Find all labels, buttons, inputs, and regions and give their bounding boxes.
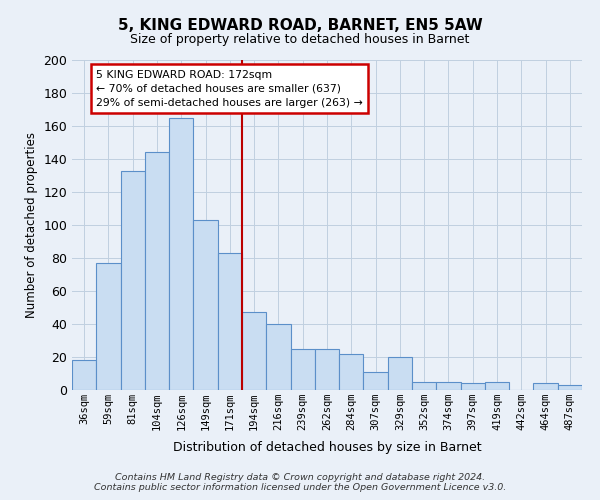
Bar: [412, 382, 436, 390]
Text: 5, KING EDWARD ROAD, BARNET, EN5 5AW: 5, KING EDWARD ROAD, BARNET, EN5 5AW: [118, 18, 482, 32]
Bar: [218, 253, 242, 390]
Bar: [145, 152, 169, 390]
Text: 5 KING EDWARD ROAD: 172sqm
← 70% of detached houses are smaller (637)
29% of sem: 5 KING EDWARD ROAD: 172sqm ← 70% of deta…: [96, 70, 363, 108]
Bar: [461, 384, 485, 390]
Bar: [315, 349, 339, 390]
Bar: [72, 360, 96, 390]
Bar: [388, 357, 412, 390]
Bar: [364, 372, 388, 390]
Bar: [96, 263, 121, 390]
Bar: [242, 312, 266, 390]
Y-axis label: Number of detached properties: Number of detached properties: [25, 132, 38, 318]
Bar: [169, 118, 193, 390]
Bar: [121, 170, 145, 390]
Text: Contains HM Land Registry data © Crown copyright and database right 2024.
Contai: Contains HM Land Registry data © Crown c…: [94, 473, 506, 492]
Bar: [339, 354, 364, 390]
Bar: [533, 384, 558, 390]
Text: Size of property relative to detached houses in Barnet: Size of property relative to detached ho…: [130, 32, 470, 46]
Bar: [266, 324, 290, 390]
Bar: [485, 382, 509, 390]
Bar: [436, 382, 461, 390]
Bar: [193, 220, 218, 390]
X-axis label: Distribution of detached houses by size in Barnet: Distribution of detached houses by size …: [173, 442, 481, 454]
Bar: [558, 385, 582, 390]
Bar: [290, 349, 315, 390]
